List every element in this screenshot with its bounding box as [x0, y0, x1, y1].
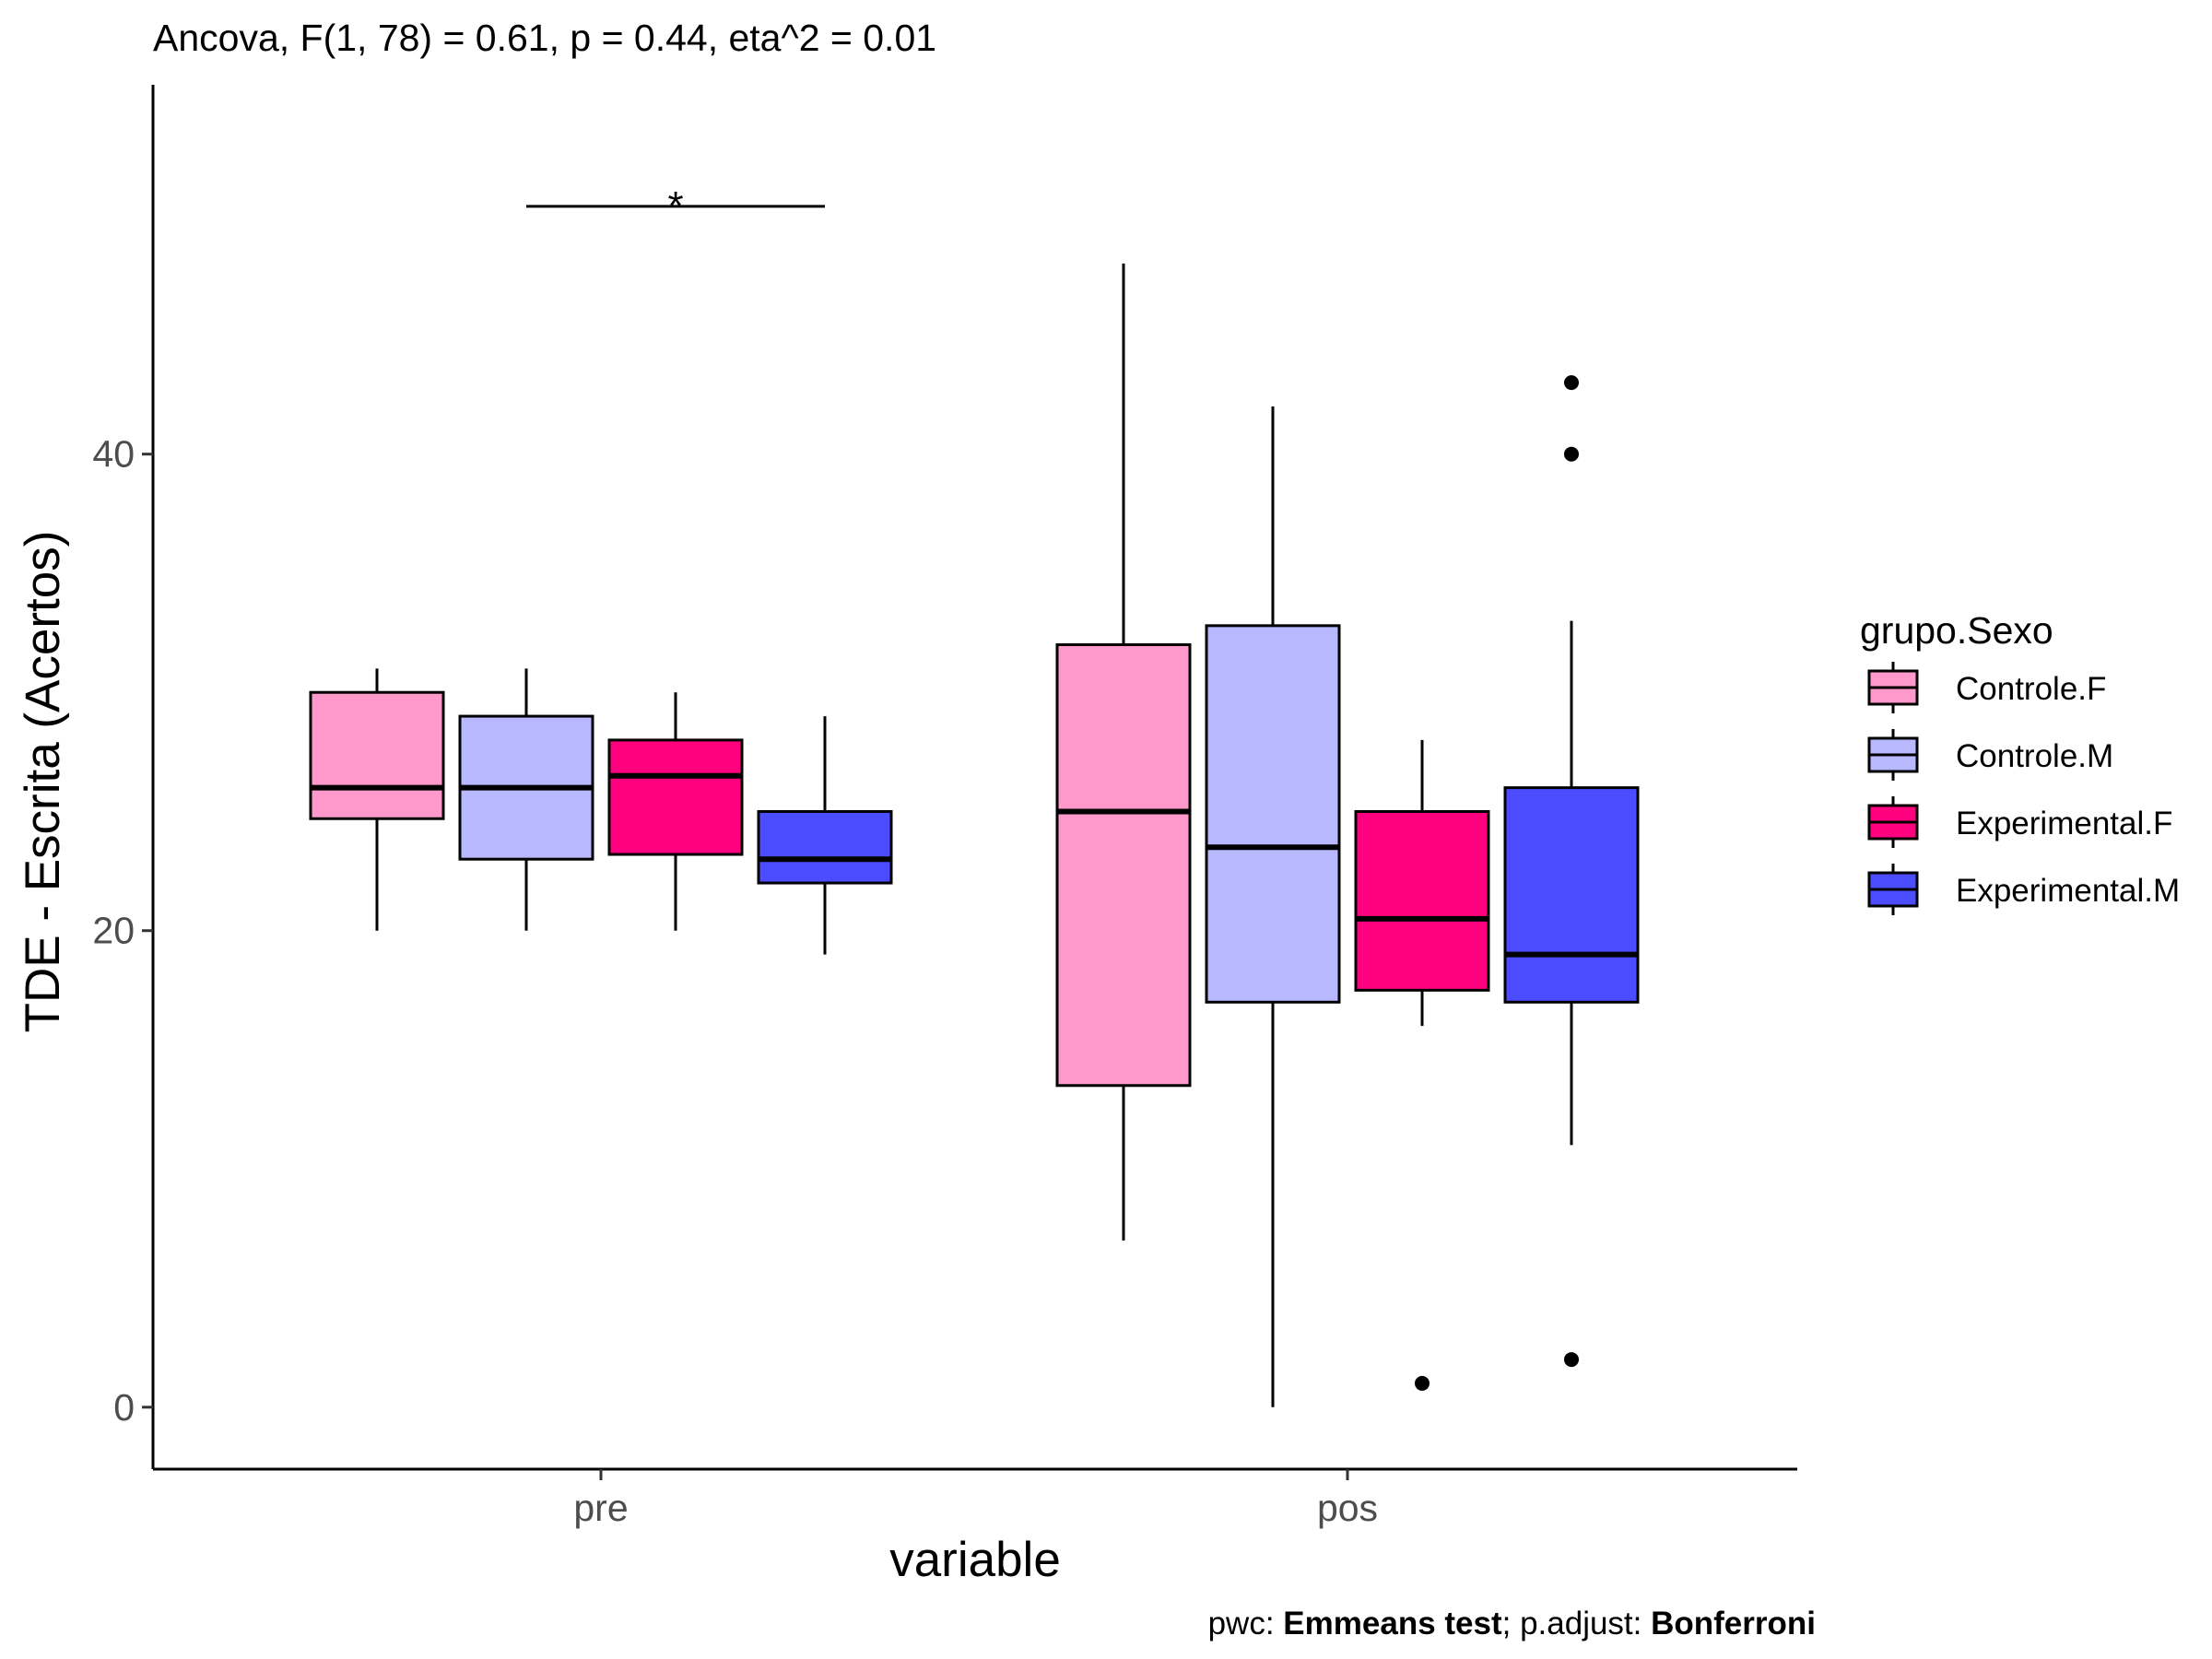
legend-label: Controle.F	[1956, 671, 2106, 707]
x-tick-label: pre	[573, 1487, 628, 1529]
y-tick-label: 40	[92, 433, 135, 476]
box-Controle.F-pre	[309, 668, 445, 931]
box-Controle.M-pre	[458, 668, 594, 931]
legend-entry-Experimental.F: Experimental.F	[1867, 796, 2172, 848]
y-tick-label: 0	[113, 1386, 135, 1429]
outlier-point	[1564, 1352, 1579, 1368]
caption-method: Emmeans test	[1283, 1606, 1502, 1641]
legend: grupo.Sexo Controle.F Controle.M Experimen…	[1860, 609, 2180, 915]
significance-label: *	[667, 183, 683, 229]
legend-label: Experimental.F	[1956, 806, 2172, 841]
y-tick-label: 20	[92, 910, 135, 952]
box-Experimental.M-pre	[757, 716, 893, 955]
legend-label: Controle.M	[1956, 738, 2113, 774]
caption-prefix: pwc:	[1207, 1606, 1284, 1641]
legend-title: grupo.Sexo	[1860, 609, 2053, 652]
chart-caption: pwc: Emmeans test; p.adjust: Bonferroni	[1208, 1606, 1816, 1642]
box-Experimental.M-pos	[1503, 375, 1640, 1368]
legend-entry-Experimental.M: Experimental.M	[1867, 864, 2180, 915]
legend-label: Experimental.M	[1956, 873, 2180, 909]
outlier-point	[1564, 446, 1579, 462]
box-iqr	[757, 809, 893, 885]
outlier-point	[1415, 1375, 1430, 1391]
legend-entry-Controle.M: Controle.M	[1867, 729, 2113, 781]
box-iqr	[607, 738, 744, 856]
axes: 0 20 40 pre pos	[92, 433, 1378, 1529]
box-Controle.F-pos	[1055, 263, 1192, 1241]
y-axis-label: TDE - Escrita (Acertos)	[16, 531, 70, 1033]
chart-title: Ancova, F(1, 78) = 0.61, p = 0.44, eta^2…	[153, 17, 936, 59]
caption-middle: ; p.adjust:	[1501, 1606, 1652, 1641]
box-Experimental.F-pre	[607, 692, 744, 931]
x-tick-label: pos	[1317, 1487, 1378, 1529]
legend-entry-Controle.F: Controle.F	[1867, 662, 2106, 713]
outlier-point	[1564, 375, 1579, 391]
x-axis-label: variable	[889, 1533, 1061, 1587]
box-Experimental.F-pos	[1354, 739, 1490, 1391]
box-iqr	[1503, 786, 1640, 1004]
significance-annotation: *	[526, 183, 825, 229]
box-iqr	[1205, 624, 1341, 1004]
caption-adjust: Bonferroni	[1651, 1606, 1816, 1641]
box-iqr	[1354, 809, 1490, 992]
box-iqr	[1055, 643, 1192, 1088]
box-Controle.M-pos	[1205, 406, 1341, 1407]
plot-area: *	[309, 183, 1640, 1407]
box-iqr	[309, 690, 445, 820]
